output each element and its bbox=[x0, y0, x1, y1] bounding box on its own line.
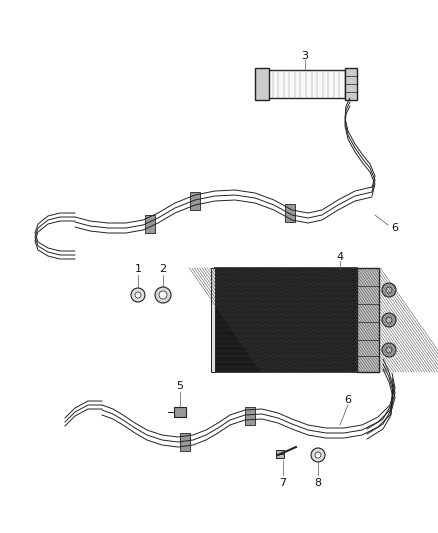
Bar bbox=[255, 68, 269, 100]
Text: 7: 7 bbox=[279, 478, 286, 488]
Bar bbox=[267, 70, 345, 98]
Bar bbox=[215, 268, 357, 372]
Circle shape bbox=[386, 347, 392, 353]
Bar bbox=[180, 433, 190, 451]
Text: 6: 6 bbox=[345, 395, 352, 405]
Circle shape bbox=[382, 313, 396, 327]
Text: 5: 5 bbox=[177, 381, 184, 391]
Bar bbox=[190, 192, 200, 210]
Bar bbox=[345, 68, 357, 100]
Circle shape bbox=[131, 288, 145, 302]
Circle shape bbox=[382, 283, 396, 297]
Text: 4: 4 bbox=[336, 252, 343, 262]
Text: 1: 1 bbox=[134, 264, 141, 274]
Circle shape bbox=[386, 317, 392, 323]
Bar bbox=[245, 407, 255, 425]
Bar bbox=[357, 268, 379, 372]
Circle shape bbox=[382, 343, 396, 357]
Bar bbox=[276, 450, 284, 458]
Bar bbox=[145, 215, 155, 233]
Circle shape bbox=[159, 291, 167, 299]
Bar bbox=[285, 204, 295, 222]
Circle shape bbox=[315, 452, 321, 458]
Bar bbox=[174, 407, 186, 417]
Text: 6: 6 bbox=[392, 223, 399, 233]
Bar bbox=[211, 268, 215, 372]
Circle shape bbox=[155, 287, 171, 303]
Text: 2: 2 bbox=[159, 264, 166, 274]
Text: 3: 3 bbox=[301, 51, 308, 61]
Circle shape bbox=[135, 292, 141, 298]
Text: 8: 8 bbox=[314, 478, 321, 488]
Circle shape bbox=[311, 448, 325, 462]
Circle shape bbox=[386, 287, 392, 293]
